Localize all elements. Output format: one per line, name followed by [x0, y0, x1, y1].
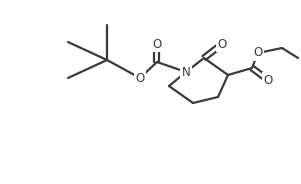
- Text: O: O: [135, 72, 144, 84]
- Text: O: O: [217, 38, 227, 50]
- Text: N: N: [182, 66, 190, 79]
- Text: O: O: [263, 73, 273, 86]
- Text: O: O: [253, 47, 263, 59]
- Text: O: O: [152, 38, 162, 50]
